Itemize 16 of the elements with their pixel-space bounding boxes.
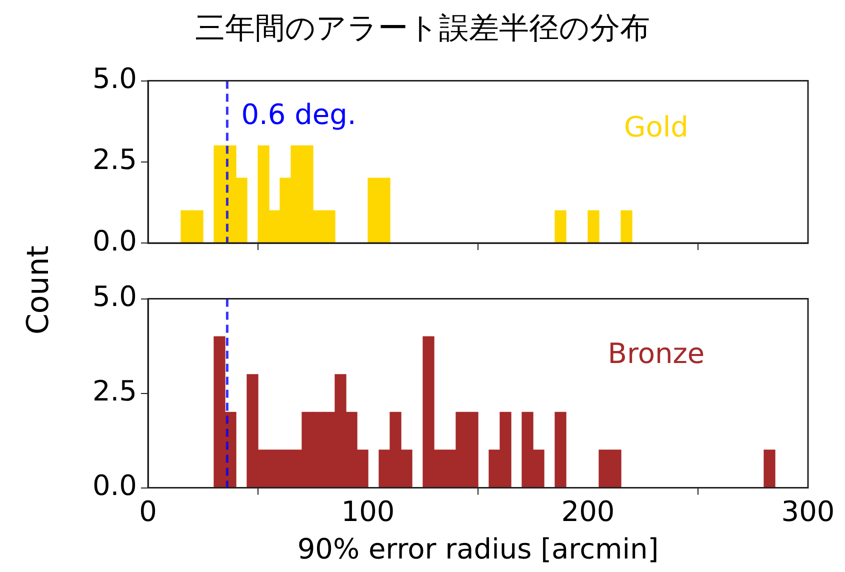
y-tick-label: 2.5: [92, 143, 137, 176]
y-tick-label: 5.0: [92, 62, 137, 96]
y-axis-title: Count: [21, 245, 56, 335]
x-tick-label: 100: [341, 494, 395, 528]
x-tick-label: 0: [139, 494, 157, 528]
y-tick-label: 0.0: [92, 469, 137, 502]
text: Gold: [624, 110, 688, 144]
x-tick-label: 200: [561, 494, 615, 528]
x-axis-title: 90% error radius [arcmin]: [297, 532, 659, 566]
y-tick-label: 5.0: [92, 280, 137, 314]
x-tick-label: 300: [781, 494, 835, 528]
ref-line-label: 0.6 deg.: [241, 98, 356, 132]
y-tick-label: 2.5: [92, 374, 137, 408]
text: Bronze: [608, 336, 705, 370]
chart-title: 三年間のアラート誤差半径の分布: [194, 10, 651, 48]
y-tick-label: 0.0: [92, 224, 137, 258]
